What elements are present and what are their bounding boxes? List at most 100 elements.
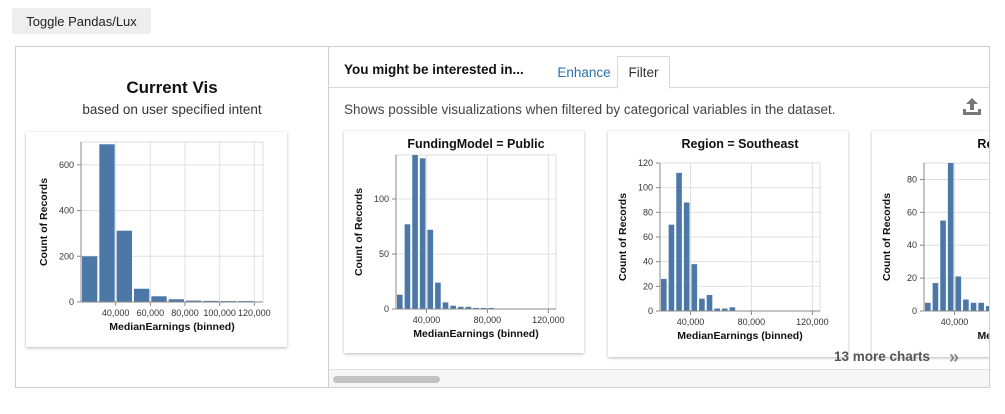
- chart3-y-tick-label: 40: [907, 240, 917, 250]
- chart2-x-tick-label: 40,000: [677, 317, 705, 327]
- chart1-y-tick-label: 50: [379, 249, 389, 259]
- chart3-y-tick-label: 80: [907, 174, 917, 184]
- chart1-bar: [427, 229, 434, 309]
- chart3-y-tick-label: 0: [912, 306, 917, 316]
- toggle-pandas-lux-button[interactable]: Toggle Pandas/Lux: [12, 8, 151, 34]
- chart2-y-tick-label: 120: [638, 158, 653, 168]
- chart3-bar: [970, 302, 977, 311]
- scrollbar-thumb[interactable]: [333, 376, 440, 383]
- chart1-bar: [465, 306, 472, 309]
- chart2-bar: [699, 298, 705, 311]
- chart3-bar: [925, 302, 931, 311]
- chart1-x-tick-label: 80,000: [474, 315, 502, 325]
- chart0-y-tick-label: 600: [59, 160, 74, 170]
- chart3-x-tick-label: 40,000: [941, 317, 969, 327]
- chart2-x-tick-label: 120,000: [796, 317, 829, 327]
- chart3-title: Region =: [977, 137, 989, 151]
- chart1-bar: [488, 307, 495, 309]
- chart2-bar: [721, 308, 728, 311]
- chart3-bar: [932, 283, 939, 311]
- current-vis-title: Current Vis: [126, 78, 218, 97]
- chart1-y-tick-label: 0: [384, 304, 389, 314]
- chart1-y-tick-label: 100: [374, 194, 389, 204]
- lux-widget: Current Vis based on user specified inte…: [15, 46, 990, 388]
- chart1-bar: [473, 307, 479, 309]
- chart2-x-axis-label: MedianEarnings (binned): [677, 330, 802, 342]
- current-vis-chart: 0 200 400 600 40,000 60,000 80,000 100,000 120,0…: [38, 141, 271, 333]
- chart0-x-tick-label: 60,000: [137, 308, 165, 318]
- chart0-x-axis-label: MedianEarnings (binned): [109, 321, 234, 333]
- chart1-x-tick-label: 40,000: [413, 315, 441, 325]
- chart0-bar: [99, 144, 115, 302]
- tab-enhance[interactable]: Enhance: [557, 65, 611, 80]
- chart0-x-tick-label: 40,000: [102, 308, 130, 318]
- filter-chart-card-southeast[interactable]: 0 20 40 60 80 100 120 40,000 80,000 120,000 Median…: [608, 131, 848, 357]
- chart2-y-axis-label: Count of Records: [617, 193, 629, 281]
- chart0-bar: [134, 288, 150, 302]
- chart3-y-tick-label: 60: [907, 207, 917, 217]
- chart2-y-tick-label: 0: [648, 306, 653, 316]
- chart2-x-tick-label: 80,000: [738, 317, 766, 327]
- chart1-x-tick-label: 120,000: [532, 315, 565, 325]
- chart3-bar: [940, 220, 946, 311]
- chart0-y-tick-label: 200: [59, 251, 74, 261]
- chart0-x-tick-label: 80,000: [171, 308, 199, 318]
- chart2-title: Region = Southeast: [681, 137, 799, 151]
- chart0-bar: [203, 300, 219, 302]
- chart0-bar: [116, 230, 132, 302]
- chart2-bar: [661, 278, 667, 311]
- chart3-bar: [947, 163, 954, 311]
- chart3-bar: [978, 302, 984, 311]
- chart1-bar: [412, 155, 418, 309]
- upload-icon[interactable]: [961, 96, 983, 118]
- recommendations-panel: You might be interested in... Enhance Fi…: [328, 47, 989, 387]
- chart2-bar: [683, 202, 690, 311]
- chart0-bar: [168, 299, 184, 302]
- chart1-y-axis-label: Count of Records: [353, 188, 365, 276]
- chart2-y-tick-label: 100: [638, 183, 653, 193]
- current-vis-panel: Current Vis based on user specified inte…: [16, 47, 328, 387]
- chart0-y-tick-label: 0: [69, 297, 74, 307]
- chart3-y-tick-label: 20: [907, 273, 917, 283]
- chart1-bar: [450, 305, 456, 309]
- chart2-bar: [706, 294, 713, 311]
- horizontal-scrollbar[interactable]: [329, 369, 989, 387]
- filter-chart-region-partial: 0 20 40 60 80 40,000 MedianEar Count of Records…: [881, 137, 989, 342]
- filter-chart-public: 0 50 100 40,000 80,000 120,000 MedianEarnings …: [353, 137, 565, 340]
- chart0-x-tick-label: 100,000: [203, 308, 236, 318]
- current-vis-subtitle: based on user specified intent: [82, 102, 262, 117]
- chart2-y-tick-label: 20: [643, 281, 653, 291]
- chart2-bar: [676, 172, 682, 311]
- tab-filter[interactable]: Filter: [617, 56, 670, 89]
- chart3-bar: [963, 299, 969, 311]
- chart1-bar: [397, 294, 403, 309]
- more-charts-link[interactable]: 13 more charts: [834, 349, 931, 364]
- chart1-x-axis-label: MedianEarnings (binned): [413, 328, 538, 340]
- chart1-bar: [435, 282, 441, 309]
- chart1-bar: [419, 158, 426, 309]
- chart0-bar: [186, 300, 202, 302]
- chart2-bar: [714, 308, 720, 311]
- chart2-bar: [668, 224, 675, 311]
- chart2-y-tick-label: 60: [643, 232, 653, 242]
- chart2-y-tick-label: 80: [643, 207, 653, 217]
- chart1-bar: [457, 306, 464, 309]
- chart0-bar: [82, 256, 98, 302]
- chart0-bar: [151, 296, 167, 302]
- chart3-bar: [955, 276, 962, 311]
- chart0-y-axis-label: Count of Records: [38, 178, 50, 266]
- filter-chart-card-region-partial[interactable]: 0 20 40 60 80 40,000 MedianEar Count of Records…: [872, 131, 989, 357]
- chart2-bar: [691, 264, 698, 311]
- current-vis-chart-card[interactable]: 0 200 400 600 40,000 60,000 80,000 100,000 120,0…: [26, 132, 287, 347]
- double-chevron-right-icon[interactable]: »: [949, 347, 960, 367]
- tabs-bar: You might be interested in... Enhance Fi…: [329, 47, 989, 89]
- chart2-y-tick-label: 40: [643, 257, 653, 267]
- chart1-bar: [404, 224, 411, 309]
- chart0-y-tick-label: 400: [59, 206, 74, 216]
- chart2-bar: [729, 307, 736, 311]
- chart3-bar: [985, 306, 989, 311]
- filter-chart-card-public[interactable]: 0 50 100 40,000 80,000 120,000 MedianEarnings …: [344, 131, 584, 353]
- chart1-bar: [480, 307, 487, 309]
- chart0-x-tick-label: 120,000: [238, 308, 271, 318]
- chart3-x-axis-label: MedianEar: [977, 330, 989, 342]
